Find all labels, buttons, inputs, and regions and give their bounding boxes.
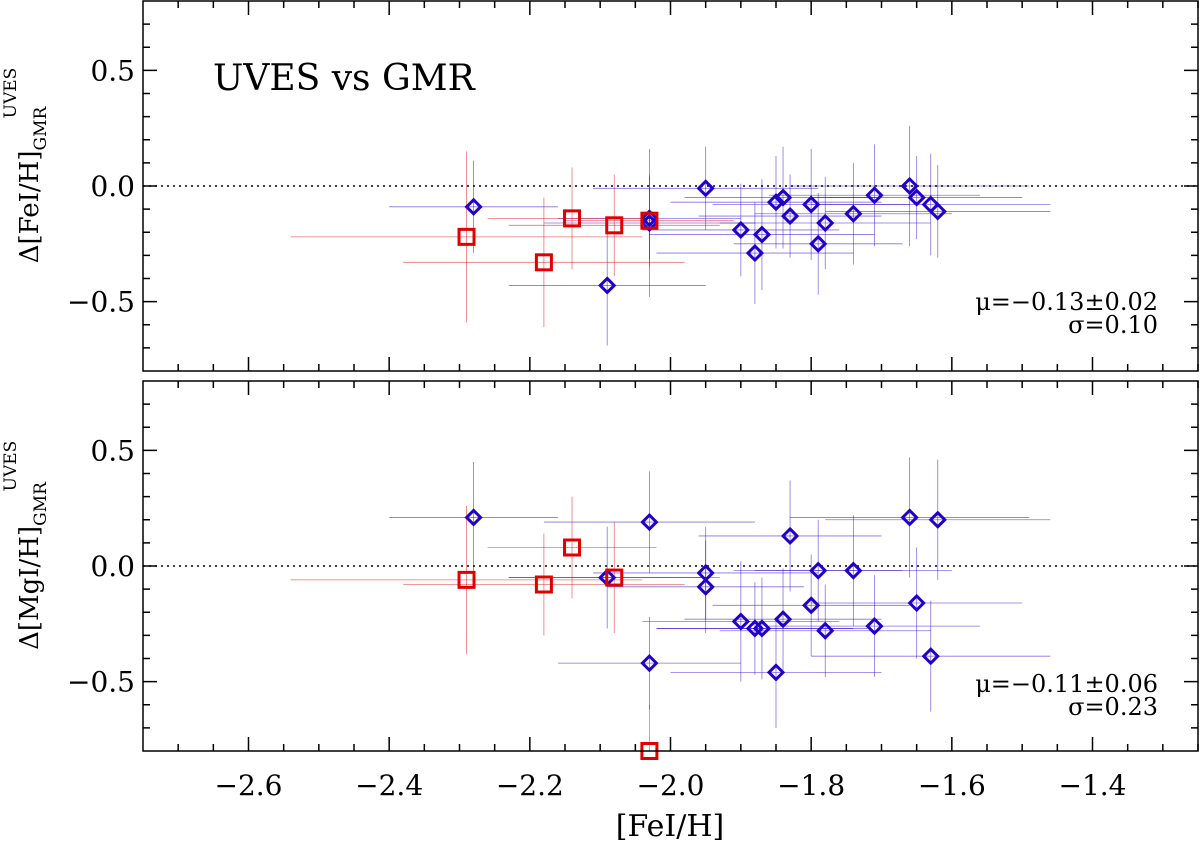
fei-square-point-2 <box>563 209 582 228</box>
fei-stats-sigma: σ=0.10 <box>1068 311 1158 339</box>
mgi-error-bars <box>290 457 1051 752</box>
fei-y-tick-labels: −0.5 0.0 0.5 <box>67 54 135 318</box>
mgi-diamond-point-5 <box>696 577 715 596</box>
fei-square-point-1 <box>534 253 553 272</box>
xtick-label-3: −2.0 <box>637 769 705 802</box>
mgi-ytick-label-2: 0.5 <box>90 434 135 467</box>
fei-diamond-point-16 <box>900 176 919 196</box>
mgi-diamond-point-2 <box>640 512 659 532</box>
mgi-stats-mu: μ=−0.11±0.06 <box>975 670 1158 698</box>
fei-diamond-point-14 <box>844 204 863 223</box>
fei-diamond-point-5 <box>731 220 750 240</box>
mgi-diamond-point-11 <box>780 526 800 546</box>
fei-ytick-label-0: −0.5 <box>67 286 135 319</box>
fei-diamond-point-13 <box>816 213 835 233</box>
fei-y-label-sub: GMR <box>31 106 51 151</box>
mgi-y-axis-label: Δ[MgI/H]GMR UVES <box>1 441 51 650</box>
fei-diamond-point-19 <box>928 202 947 221</box>
fei-diamond-point-0 <box>464 197 483 216</box>
xtick-label-5: −1.6 <box>918 769 986 802</box>
mgi-panel: −0.50.00.5 −2.6 −2.4 −2.2 −2.0 −1.8 −1.6 −1.4 … <box>1 380 1199 843</box>
fei-diamond-point-1 <box>598 276 617 295</box>
fei-square-point-3 <box>605 216 624 235</box>
xtick-label-0: −2.6 <box>215 769 283 802</box>
fei-ytick-label-2: 0.5 <box>90 54 135 87</box>
mgi-diamond-point-14 <box>816 621 835 640</box>
mgi-diamond-point-17 <box>900 508 919 527</box>
mgi-x-tick-labels: −2.6 −2.4 −2.2 −2.0 −1.8 −1.6 −1.4 <box>215 769 1127 802</box>
fei-diamond-point-12 <box>809 234 828 253</box>
mgi-diamond-point-13 <box>809 561 828 580</box>
fei-y-label-main: Δ[FeI/H] <box>15 151 45 264</box>
fei-y-axis-label: Δ[FeI/H]GMR UVES <box>1 68 51 264</box>
mgi-stats-sigma: σ=0.23 <box>1068 693 1158 721</box>
fei-diamond-point-6 <box>745 243 765 263</box>
mgi-diamond-point-18 <box>907 593 926 613</box>
fei-diamond-point-10 <box>780 206 800 226</box>
fei-diamond-point-15 <box>865 186 884 205</box>
svg-text:Δ[FeI/H]GMR: Δ[FeI/H]GMR <box>15 106 51 264</box>
mgi-diamond-point-0 <box>464 508 483 527</box>
mgi-square-point-0 <box>457 570 476 589</box>
mgi-markers <box>457 508 947 760</box>
mgi-axis-ticks <box>143 381 1199 751</box>
mgi-diamond-point-9 <box>766 663 786 682</box>
fei-panel-title: UVES vs GMR <box>213 58 476 99</box>
fei-stats-mu: μ=−0.13±0.02 <box>975 288 1158 316</box>
fei-axis-ticks <box>143 1 1199 371</box>
mgi-diamond-point-12 <box>802 596 821 615</box>
mgi-y-label-sub: GMR <box>31 481 51 526</box>
fei-square-point-0 <box>457 227 476 246</box>
fei-error-bars <box>290 125 1051 346</box>
xtick-label-6: −1.4 <box>1059 769 1127 802</box>
mgi-diamond-point-7 <box>745 619 765 638</box>
xtick-label-2: −2.2 <box>496 769 564 802</box>
fei-ytick-label-1: 0.0 <box>90 170 135 203</box>
fei-diamond-point-7 <box>752 225 772 244</box>
mgi-diamond-point-3 <box>640 654 659 673</box>
mgi-square-point-3 <box>605 568 624 587</box>
fei-diamond-point-3 <box>640 209 659 228</box>
mgi-y-tick-labels: −0.5 0.0 0.5 <box>67 434 135 698</box>
mgi-diamond-point-20 <box>928 510 947 529</box>
mgi-diamond-point-15 <box>844 561 863 580</box>
fei-markers <box>457 176 947 295</box>
x-axis-label: [FeI/H] <box>616 809 724 843</box>
mgi-diamond-point-19 <box>921 647 940 666</box>
mgi-y-label-sup: UVES <box>1 441 21 492</box>
svg-text:Δ[MgI/H]GMR: Δ[MgI/H]GMR <box>15 481 51 650</box>
mgi-diamond-point-8 <box>752 619 772 638</box>
mgi-square-point-2 <box>563 538 582 557</box>
fei-diamond-point-4 <box>696 179 715 198</box>
mgi-square-point-1 <box>534 575 553 594</box>
fei-panel: −0.5 0.0 0.5 UVES vs GMR μ=−0.13±0.02 σ=0.… <box>1 0 1199 372</box>
xtick-label-1: −2.4 <box>355 769 423 802</box>
mgi-diamond-point-10 <box>773 610 793 629</box>
mgi-diamond-point-6 <box>731 612 750 631</box>
fei-diamond-point-11 <box>802 195 821 214</box>
fei-diamond-point-17 <box>907 188 926 207</box>
fei-square-point-4 <box>640 211 659 230</box>
mgi-ytick-label-1: 0.0 <box>90 550 135 583</box>
mgi-ytick-label-0: −0.5 <box>67 666 135 699</box>
mgi-diamond-point-16 <box>865 617 884 636</box>
xtick-label-4: −1.8 <box>777 769 845 802</box>
mgi-y-label-main: Δ[MgI/H] <box>15 526 45 650</box>
fei-y-label-sup: UVES <box>1 68 21 119</box>
fei-diamond-point-9 <box>773 188 793 207</box>
fei-diamond-point-8 <box>766 193 786 212</box>
